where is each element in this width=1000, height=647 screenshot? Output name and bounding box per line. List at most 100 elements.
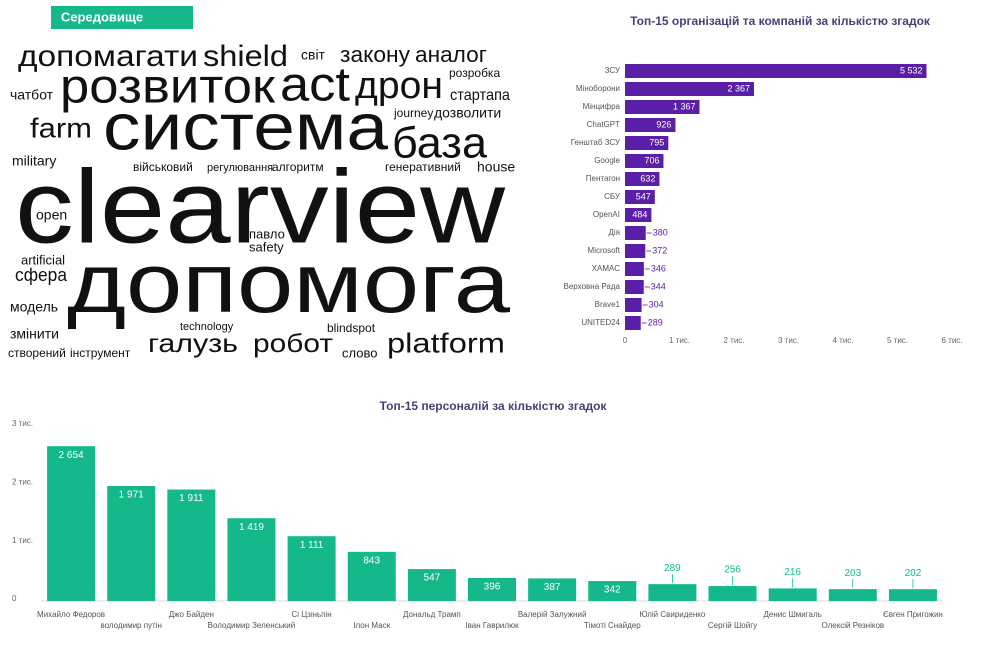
cloud-word: open: [36, 207, 67, 223]
y-tick-label: Мінцифра: [583, 102, 621, 111]
bar: [625, 226, 646, 240]
cloud-word: розробка: [449, 66, 500, 80]
x-tick-label: Джо Байден: [169, 610, 214, 619]
x-tick-label: Валерій Залужний: [518, 610, 587, 619]
cloud-word: павло: [249, 226, 285, 241]
value-label: 346: [651, 263, 666, 273]
value-label: 1 367: [673, 101, 696, 111]
tag-label: Середовище: [61, 9, 143, 24]
value-label: 380: [653, 227, 668, 237]
bar: [625, 280, 644, 294]
y-tick-label: 1 тис.: [12, 536, 33, 545]
cloud-word: система: [103, 89, 388, 163]
bar: [468, 577, 516, 601]
value-label: 202: [905, 568, 922, 579]
bar: [768, 588, 817, 601]
chart-title: Топ-15 організацій та компаній за кількі…: [630, 14, 931, 28]
y-tick-label: Microsoft: [588, 246, 621, 255]
value-label: 1 971: [119, 490, 144, 501]
y-tick-label: Верховна Рада: [564, 282, 621, 291]
bar: [625, 172, 660, 186]
value-label: 1 911: [179, 493, 204, 504]
bar: [588, 581, 637, 601]
y-tick-label: Міноборони: [576, 84, 620, 93]
cloud-word: стартапа: [450, 87, 510, 104]
bar: [407, 569, 456, 601]
x-tick-label: Сергій Шойгу: [708, 621, 757, 630]
value-label: 289: [664, 563, 681, 574]
x-tick-label: Ілон Маск: [353, 621, 390, 630]
cloud-word: act: [280, 59, 350, 112]
bar: [625, 100, 700, 114]
y-tick-label: OpenAI: [593, 210, 620, 219]
value-label: 2 367: [727, 83, 750, 93]
value-label: 372: [652, 245, 667, 255]
cloud-word: journey: [393, 106, 433, 120]
value-label: 289: [648, 317, 663, 327]
y-tick-label: Дія: [608, 228, 620, 237]
value-label: 203: [844, 568, 861, 579]
x-tick-label: Дональд Трамп: [403, 610, 461, 619]
x-tick-label: володимир путін: [100, 621, 161, 630]
x-tick-label: Денис Шмигаль: [764, 610, 822, 619]
cloud-word: farm: [30, 112, 92, 143]
value-label: 256: [724, 565, 741, 576]
word-cloud: допомагати shield світ закону аналог розвиток…: [8, 40, 515, 361]
bar: [625, 190, 655, 204]
cloud-word: закону: [340, 42, 410, 67]
cloud-word: модель: [10, 299, 58, 315]
bar: [528, 578, 577, 601]
cloud-word: змінити: [10, 326, 59, 342]
cloud-word: військовий: [133, 160, 193, 174]
y-tick-label: 0: [12, 594, 17, 603]
value-label: 2 654: [59, 450, 84, 461]
cloud-word: technology: [180, 321, 234, 333]
bar: [347, 551, 396, 601]
bar: [227, 518, 276, 601]
cloud-word: регулювання: [207, 162, 273, 174]
bar: [47, 446, 96, 601]
x-tick-label: Іван Гаврилюк: [465, 621, 519, 630]
cloud-word: blindspot: [327, 321, 376, 335]
y-tick-label: ХАМАС: [592, 264, 620, 273]
y-tick-label: 2 тис.: [12, 477, 33, 486]
cloud-word: чатбот: [10, 87, 54, 103]
bar: [625, 136, 669, 150]
bar: [625, 118, 676, 132]
value-label: 396: [484, 582, 501, 593]
cloud-word: дозволити: [434, 105, 501, 121]
cloud-word: аналог: [415, 42, 487, 67]
value-label: 342: [604, 585, 621, 596]
y-tick-label: Пентагон: [586, 174, 620, 183]
cloud-word: shield: [203, 40, 288, 73]
bar: [625, 208, 652, 222]
cloud-word: дрон: [355, 65, 443, 107]
bar: [625, 244, 646, 258]
x-tick-label: 2 тис.: [723, 336, 744, 345]
value-label: 547: [636, 191, 651, 201]
cloud-word: робот: [253, 328, 333, 358]
x-tick-label: 0: [623, 336, 628, 345]
cloud-word: artificial: [21, 252, 65, 267]
bar: [167, 489, 216, 601]
bar: [625, 64, 927, 78]
cloud-word: military: [12, 153, 56, 169]
cloud-word: галузь: [148, 328, 238, 358]
x-tick-label: 1 тис.: [669, 336, 690, 345]
cloud-word: clearview: [15, 149, 506, 265]
value-label: 387: [544, 582, 561, 593]
cloud-word: світ: [301, 47, 326, 63]
tag-box: [51, 6, 193, 29]
y-tick-label: Brave1: [595, 300, 621, 309]
x-tick-label: 4 тис.: [832, 336, 853, 345]
bar: [625, 154, 664, 168]
bar: [107, 486, 156, 601]
x-tick-label: 5 тис.: [887, 336, 908, 345]
x-tick-label: Михайло Федоров: [37, 610, 105, 619]
cloud-word: platform: [387, 327, 505, 358]
cloud-word: house: [477, 159, 515, 175]
bar: [625, 316, 641, 330]
value-label: 795: [649, 137, 664, 147]
cloud-word: створений: [8, 346, 66, 360]
